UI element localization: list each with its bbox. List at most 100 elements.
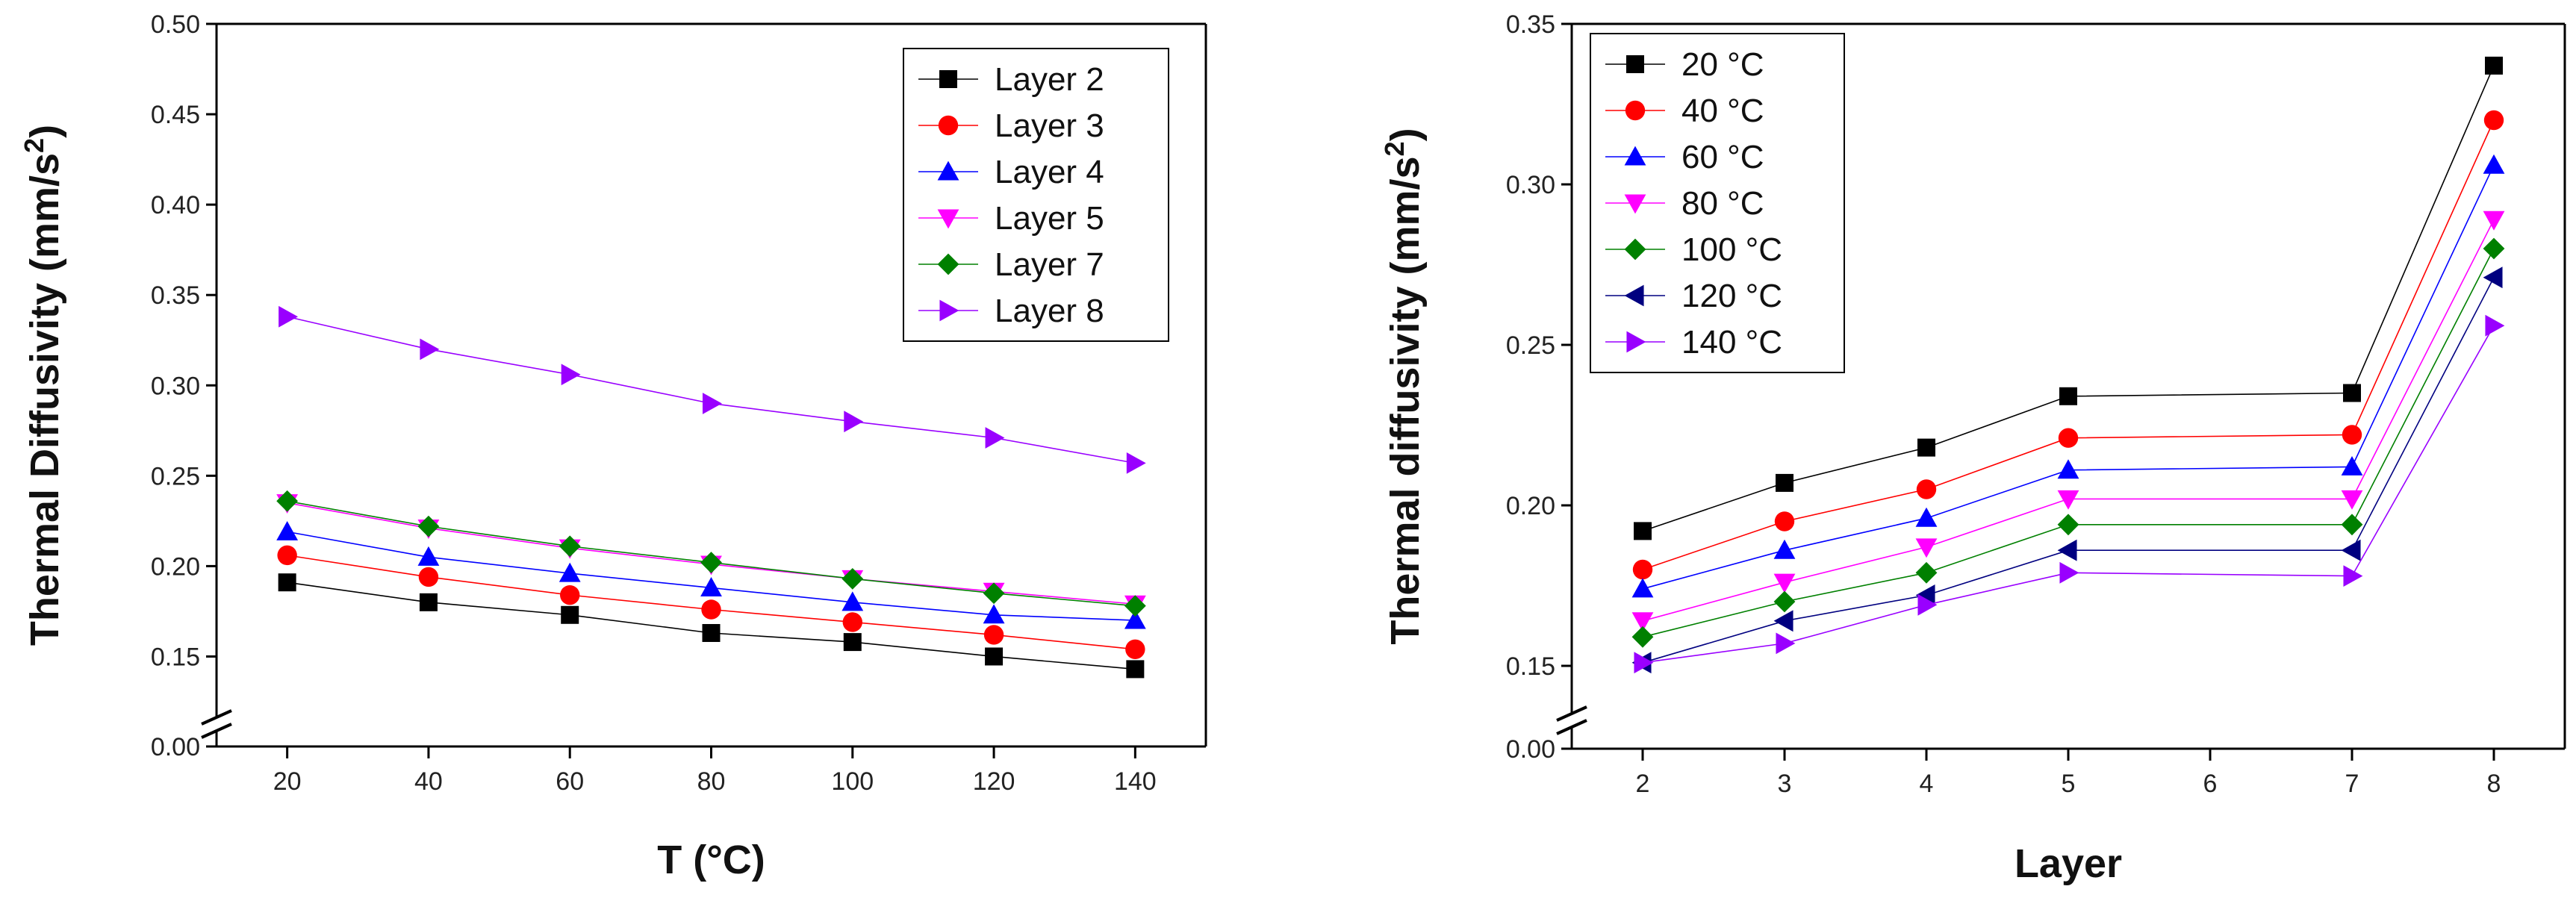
legend-item-layer-2: Layer 2 [918, 61, 1104, 98]
data-point-100-c [1773, 590, 1796, 613]
legend-item-20-c: 20 °C [1605, 46, 1764, 83]
legend-marker [937, 253, 959, 275]
x-tick-label: 140 [1114, 767, 1157, 796]
legend-label: Layer 3 [995, 107, 1104, 144]
legend-item-120-c: 120 °C [1605, 278, 1782, 314]
data-point-60-c [2057, 459, 2079, 479]
data-point-20-c [2485, 56, 2503, 75]
data-point-40-c [1632, 559, 1653, 580]
y-zero-label: 0.00 [151, 733, 200, 761]
data-point-layer-4 [417, 546, 440, 566]
y-axis-title-main: Thermal diffusivity (mm/s [1383, 156, 1428, 644]
legend-label: 140 °C [1681, 324, 1782, 361]
x-axis-title: Layer [2015, 841, 2122, 886]
series-line-40-c [1642, 119, 2495, 570]
data-point-20-c [2343, 384, 2361, 402]
y-zero-label: 0.00 [1506, 735, 1555, 764]
series-40-c [1632, 110, 2504, 580]
x-tick-label: 4 [1920, 770, 1934, 798]
y-axis-title-superscript: 2 [1379, 141, 1410, 156]
series-line-120-c [1642, 277, 2495, 664]
data-point-80-c [2341, 490, 2363, 510]
data-point-140-c [2485, 314, 2505, 337]
data-point-40-c [2342, 425, 2362, 445]
data-point-layer-8 [279, 305, 299, 328]
x-tick-label: 60 [556, 767, 584, 796]
y-tick-label: 0.25 [1506, 331, 1555, 360]
legend: Layer 2 Layer 3 Layer 4 Layer 5 Layer 7 Layer… [903, 48, 1169, 342]
data-point-140-c [1917, 593, 1938, 616]
legend-item-100-c: 100 °C [1605, 231, 1782, 268]
series-60-c [1631, 154, 2505, 598]
data-point-120-c [2057, 539, 2077, 561]
legend-item-layer-7: Layer 7 [918, 246, 1104, 283]
legend-label: 40 °C [1681, 93, 1764, 129]
data-point-20-c [1917, 438, 1935, 457]
y-tick-label: 0.20 [151, 552, 200, 581]
data-point-80-c [2483, 211, 2505, 231]
series-layer-3 [277, 545, 1145, 659]
legend-item-80-c: 80 °C [1605, 185, 1764, 222]
legend-item-140-c: 140 °C [1605, 324, 1782, 361]
y-tick-label: 0.50 [151, 10, 200, 39]
data-point-100-c [2341, 514, 2363, 536]
x-tick-label: 40 [414, 767, 443, 796]
series-layer-4 [276, 520, 1146, 629]
legend-label: Layer 2 [995, 61, 1104, 98]
y-axis-break [201, 709, 232, 739]
data-point-layer-2 [419, 593, 438, 611]
legend-label: 20 °C [1681, 46, 1764, 83]
data-point-60-c [2341, 456, 2363, 475]
data-point-100-c [2483, 237, 2505, 260]
series-80-c [1631, 211, 2505, 632]
x-tick-label: 8 [2487, 770, 2501, 798]
data-point-layer-4 [841, 591, 864, 611]
legend-marker [1626, 331, 1646, 353]
data-point-layer-8 [420, 338, 440, 361]
data-point-100-c [2057, 514, 2079, 536]
data-point-120-c [2483, 266, 2503, 289]
series-140-c [1634, 314, 2505, 674]
y-tick-label: 0.35 [151, 281, 200, 310]
y-axis-title-main: Thermal Diffusivity (mm/s [22, 153, 67, 646]
data-point-layer-3 [983, 625, 1004, 645]
data-point-layer-2 [561, 605, 579, 624]
data-point-layer-2 [278, 573, 296, 592]
data-point-layer-7 [983, 582, 1005, 605]
y-axis-title: Thermal diffusivity (mm/s2) [1379, 128, 1428, 644]
series-line-140-c [1642, 325, 2495, 664]
data-point-layer-4 [700, 577, 722, 596]
legend-item-layer-3: Layer 3 [918, 107, 1104, 144]
data-point-layer-7 [276, 490, 299, 512]
x-tick-label: 80 [697, 767, 726, 796]
legend-item-layer-5: Layer 5 [918, 200, 1104, 237]
y-axis-break [1556, 705, 1587, 735]
y-tick-label: 0.15 [1506, 652, 1555, 681]
axis-break-mark [1556, 705, 1587, 722]
data-point-80-c [1631, 612, 1654, 632]
data-point-layer-2 [843, 633, 862, 652]
y-axis-title-close: ) [22, 125, 67, 138]
data-point-60-c [1773, 539, 1796, 559]
legend: 20 °C 40 °C 60 °C 80 °C 100 °C 120 °C 140 °C [1590, 33, 1845, 373]
data-point-layer-8 [1126, 452, 1146, 474]
data-point-layer-4 [559, 562, 581, 582]
legend-marker [1624, 284, 1644, 307]
legend-marker [1625, 100, 1646, 121]
axis-break-mark [201, 723, 232, 739]
data-point-layer-7 [841, 567, 864, 590]
x-tick-label: 2 [1636, 770, 1650, 798]
data-point-120-c [1773, 610, 1793, 632]
legend-item-layer-8: Layer 8 [918, 293, 1104, 329]
data-point-layer-7 [1124, 595, 1146, 617]
x-tick-label: 7 [2345, 770, 2359, 798]
data-point-120-c [2341, 539, 2361, 561]
legend-marker [1626, 55, 1644, 73]
data-point-60-c [2483, 154, 2505, 174]
legend-label: 80 °C [1681, 185, 1764, 222]
data-point-layer-3 [418, 567, 439, 587]
legend-marker [938, 115, 959, 136]
y-axis-title-superscript: 2 [19, 138, 49, 153]
data-point-100-c [1915, 561, 1938, 584]
